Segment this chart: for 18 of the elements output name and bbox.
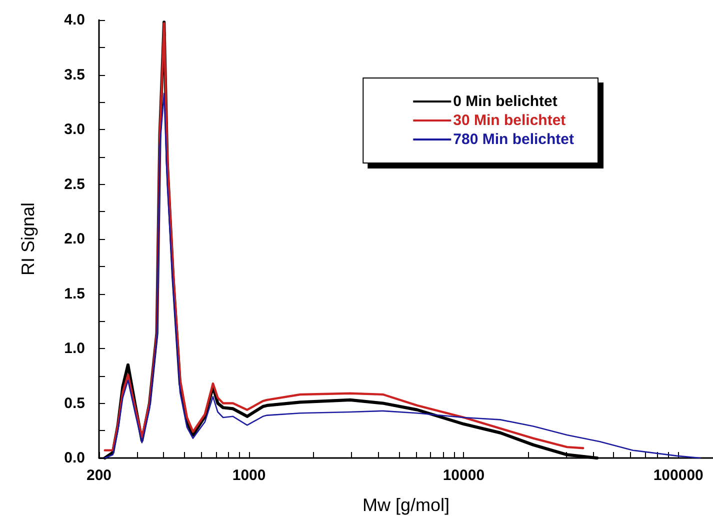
legend-label: 30 Min belichtet: [453, 112, 566, 129]
y-tick-label: 3.0: [64, 121, 85, 138]
legend-label: 0 Min belichtet: [453, 93, 558, 110]
y-tick-label: 3.5: [64, 66, 85, 84]
legend-label: 780 Min belichtet: [453, 131, 574, 148]
y-tick-label: 4.0: [64, 12, 85, 28]
x-tick-label: 100000: [653, 467, 704, 484]
y-tick-label: 2.0: [64, 230, 85, 248]
y-tick-label: 1.0: [64, 340, 85, 357]
y-axis-title: RI Signal: [18, 202, 38, 276]
y-tick-label: 1.5: [64, 285, 85, 302]
y-tick-label: 2.5: [64, 176, 85, 193]
y-tick-label: 0.0: [64, 450, 85, 466]
x-tick-label: 1000: [232, 467, 266, 484]
x-axis-title: Mw [g/mol]: [362, 495, 450, 515]
x-tick-label: 10000: [442, 467, 485, 484]
x-tick-label: 200: [86, 467, 112, 484]
y-tick-label: 0.5: [64, 394, 85, 412]
